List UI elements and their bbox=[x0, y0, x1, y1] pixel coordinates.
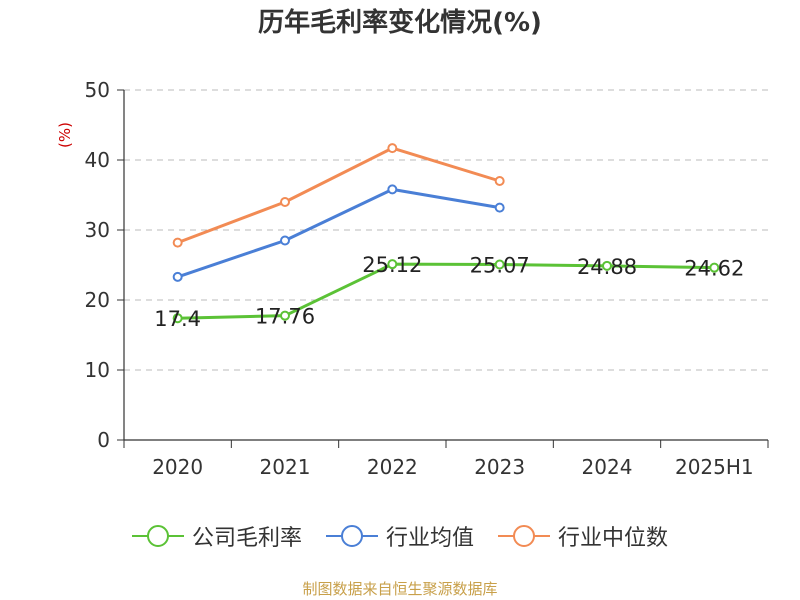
y-tick-label: 0 bbox=[97, 428, 110, 452]
data-label-layer: 17.4 17.76 25.12 25.07 24.88 24.62 bbox=[154, 253, 744, 331]
series-line bbox=[177, 262, 715, 320]
data-point bbox=[387, 259, 398, 270]
y-tick-label: 10 bbox=[85, 358, 110, 382]
data-point bbox=[602, 260, 612, 271]
data-label: 24.88 bbox=[577, 255, 637, 279]
legend-label: 行业均值 bbox=[385, 526, 474, 551]
legend: 公司毛利率 行业均值 行业中位数 bbox=[0, 520, 800, 552]
series-layer bbox=[172, 143, 720, 324]
legend-item[interactable]: 行业中位数 bbox=[498, 520, 668, 552]
data-point bbox=[494, 259, 505, 270]
legend-marker-icon bbox=[131, 524, 184, 548]
legend-item[interactable]: 公司毛利率 bbox=[131, 520, 302, 552]
legend-item[interactable]: 行业均值 bbox=[325, 520, 474, 552]
data-point bbox=[494, 176, 505, 186]
data-point bbox=[387, 143, 398, 154]
axis-layer: 0 10 20 30 40 50 2020 2021 2022 2023 2024 2025H1 bbox=[85, 78, 769, 479]
data-label: 17.4 bbox=[154, 307, 201, 331]
data-point bbox=[494, 202, 505, 213]
x-tick-label: 2020 bbox=[152, 455, 203, 479]
data-point bbox=[280, 197, 290, 207]
data-point bbox=[709, 262, 720, 273]
data-label: 17.76 bbox=[255, 305, 315, 329]
chart-title: 历年毛利率变化情况(%) bbox=[258, 8, 542, 38]
x-tick-label: 2021 bbox=[260, 455, 311, 479]
data-point bbox=[280, 235, 290, 246]
source-note: 制图数据来自恒生聚源数据库 bbox=[302, 580, 498, 598]
y-tick-label: 20 bbox=[85, 288, 110, 312]
data-label: 25.07 bbox=[470, 254, 530, 278]
x-tick-label: 2024 bbox=[582, 455, 633, 479]
series-line bbox=[177, 187, 500, 279]
data-label: 25.12 bbox=[362, 253, 422, 277]
data-point bbox=[387, 184, 398, 195]
legend-label: 行业中位数 bbox=[558, 526, 669, 551]
x-tick-label: 2023 bbox=[474, 455, 525, 479]
legend-marker-icon bbox=[498, 524, 550, 548]
data-point bbox=[172, 237, 183, 248]
data-point bbox=[280, 310, 290, 321]
data-label: 24.62 bbox=[684, 257, 744, 281]
legend-label: 公司毛利率 bbox=[191, 526, 302, 551]
x-tick-label: 2025H1 bbox=[675, 455, 754, 479]
data-point bbox=[172, 271, 183, 282]
data-point bbox=[172, 313, 183, 324]
legend-marker-icon bbox=[325, 524, 378, 548]
grid-layer bbox=[124, 89, 768, 371]
y-tick-label: 30 bbox=[85, 218, 110, 242]
series-line bbox=[177, 146, 501, 245]
y-tick-label: 40 bbox=[85, 148, 110, 172]
y-tick-label: 50 bbox=[85, 78, 110, 102]
x-tick-label: 2022 bbox=[367, 455, 418, 479]
